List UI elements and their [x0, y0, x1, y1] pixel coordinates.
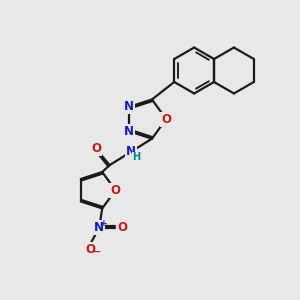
Text: N: N — [124, 100, 134, 113]
Text: N: N — [94, 221, 104, 234]
Text: −: − — [93, 247, 101, 257]
Text: H: H — [133, 152, 141, 162]
Text: N: N — [124, 125, 134, 138]
Text: +: + — [100, 219, 108, 228]
Text: N: N — [126, 146, 136, 158]
Text: O: O — [110, 184, 120, 197]
Text: O: O — [161, 112, 171, 126]
Text: O: O — [91, 142, 101, 155]
Text: O: O — [117, 221, 127, 234]
Text: O: O — [85, 242, 95, 256]
